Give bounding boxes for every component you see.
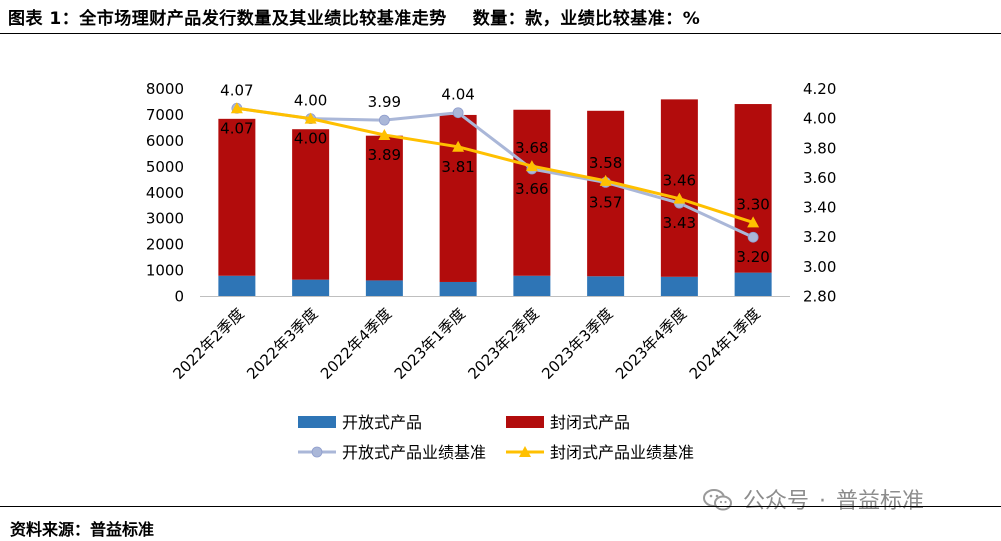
bar-closed-2	[365, 135, 403, 281]
wechat-icon	[703, 489, 732, 511]
bar-closed-1	[292, 129, 330, 280]
category-label: 2022年2季度	[169, 305, 247, 383]
right-tick-label: 3.40	[803, 199, 836, 217]
bar-closed-4	[513, 109, 551, 276]
left-tick-label: 8000	[146, 80, 184, 98]
left-tick-label: 5000	[146, 158, 184, 176]
category-label: 2023年3季度	[538, 305, 616, 383]
open-benchmark-line	[236, 106, 754, 239]
source-note: 资料来源：普益标准	[10, 520, 155, 539]
legend-closed-bar-swatch	[506, 416, 544, 428]
open-benchmark-point-7	[747, 231, 759, 243]
unit-note: 数量：款，业绩比较基准：%	[472, 9, 701, 29]
right-tick-label: 3.00	[803, 258, 836, 276]
bar-open-5	[587, 276, 625, 297]
bar-layer	[218, 99, 772, 297]
closed-benchmark-point-3	[452, 140, 465, 152]
open-benchmark-label-6: 3.43	[663, 214, 696, 232]
legend-open-bar-label: 开放式产品	[342, 413, 422, 432]
legend-closed-bar-label: 封闭式产品	[550, 413, 630, 432]
closed-benchmark-point-6	[673, 192, 686, 204]
watermark-text-1: 公众号	[743, 489, 810, 514]
legend-closed-benchmark-label: 封闭式产品业绩基准	[550, 443, 694, 462]
open-benchmark-point-2	[378, 114, 390, 126]
open-benchmark-label-7: 3.20	[736, 248, 769, 266]
left-tick-label: 7000	[146, 106, 184, 124]
watermark-text-2: 普益标准	[836, 489, 925, 514]
closed-benchmark-point-7	[747, 216, 760, 228]
right-tick-label: 4.00	[803, 110, 836, 128]
closed-benchmark-label-4: 3.68	[515, 139, 548, 157]
closed-benchmark-line	[236, 106, 754, 224]
open-benchmark-label-0: 4.07	[220, 81, 253, 99]
closed-benchmark-label-2: 3.89	[368, 146, 401, 164]
closed-benchmark-label-0: 4.07	[220, 119, 253, 137]
bar-open-2	[365, 280, 403, 297]
closed-benchmark-point-4	[525, 160, 538, 172]
category-label: 2022年3季度	[243, 305, 321, 383]
open-benchmark-label-1: 4.00	[294, 92, 327, 110]
legend-open-benchmark-marker	[311, 446, 323, 458]
chart: 4.07 4.07 4.00 4.00 3.99 3.89 4.04 3.81 3.68 3.66…	[146, 80, 837, 462]
bar-open-0	[218, 275, 256, 297]
data-label-layer: 4.07 4.07 4.00 4.00 3.99 3.89 4.04 3.81 3.68 3.66…	[220, 81, 770, 266]
right-tick-label: 2.80	[803, 288, 836, 306]
right-tick-label: 3.80	[803, 139, 836, 157]
bar-closed-6	[660, 99, 698, 277]
right-tick-label: 3.60	[803, 169, 836, 187]
bar-open-7	[734, 272, 772, 297]
closed-benchmark-point-1	[304, 112, 317, 124]
right-tick-label: 3.20	[803, 228, 836, 246]
left-tick-label: 2000	[146, 236, 184, 254]
watermark: 公众号 · 普益标准	[703, 483, 924, 515]
bar-open-6	[660, 276, 698, 297]
open-benchmark-label-3: 4.04	[441, 86, 474, 104]
open-benchmark-point-3	[452, 107, 464, 119]
left-tick-label: 6000	[146, 132, 184, 150]
chart-title: 图表 1：全市场理财产品发行数量及其业绩比较基准走势 数量：款，业绩比较基准：%	[8, 4, 700, 29]
closed-benchmark-point-0	[230, 102, 243, 114]
right-tick-label: 4.20	[803, 80, 836, 98]
bar-closed-0	[218, 118, 256, 276]
legend-closed-benchmark-marker	[519, 446, 531, 457]
legend-open-bar-swatch	[298, 416, 336, 428]
line-layer	[230, 102, 760, 243]
closed-benchmark-label-6: 3.46	[663, 172, 696, 190]
top-rule	[0, 33, 1001, 34]
left-tick-label: 1000	[146, 262, 184, 280]
closed-benchmark-label-5: 3.58	[589, 154, 622, 172]
closed-benchmark-label-7: 3.30	[736, 195, 769, 213]
watermark-separator: ·	[819, 489, 827, 514]
bar-closed-3	[439, 114, 477, 282]
open-benchmark-label-4: 3.66	[515, 180, 548, 198]
closed-benchmark-label-3: 3.81	[441, 158, 474, 176]
left-tick-label: 4000	[146, 184, 184, 202]
closed-benchmark-point-5	[599, 174, 612, 186]
bottom-rule	[0, 506, 1001, 507]
bar-open-4	[513, 275, 551, 297]
closed-benchmark-label-1: 4.00	[294, 130, 327, 148]
bar-closed-5	[587, 110, 625, 277]
bar-open-3	[439, 281, 477, 297]
open-benchmark-label-5: 3.57	[589, 193, 622, 211]
closed-benchmark-point-2	[378, 128, 391, 140]
category-label: 2023年1季度	[391, 305, 469, 383]
category-label: 2024年1季度	[686, 305, 764, 383]
left-tick-label: 3000	[146, 210, 184, 228]
open-benchmark-label-2: 3.99	[368, 93, 401, 111]
title-text: 图表 1：全市场理财产品发行数量及其业绩比较基准走势	[8, 9, 447, 29]
category-label: 2023年4季度	[612, 305, 690, 383]
category-label: 2022年4季度	[317, 305, 395, 383]
left-tick-label: 0	[174, 288, 184, 306]
category-label: 2023年2季度	[464, 305, 542, 383]
bar-closed-7	[734, 104, 772, 273]
legend-open-benchmark-label: 开放式产品业绩基准	[342, 443, 486, 462]
bar-open-1	[292, 279, 330, 297]
